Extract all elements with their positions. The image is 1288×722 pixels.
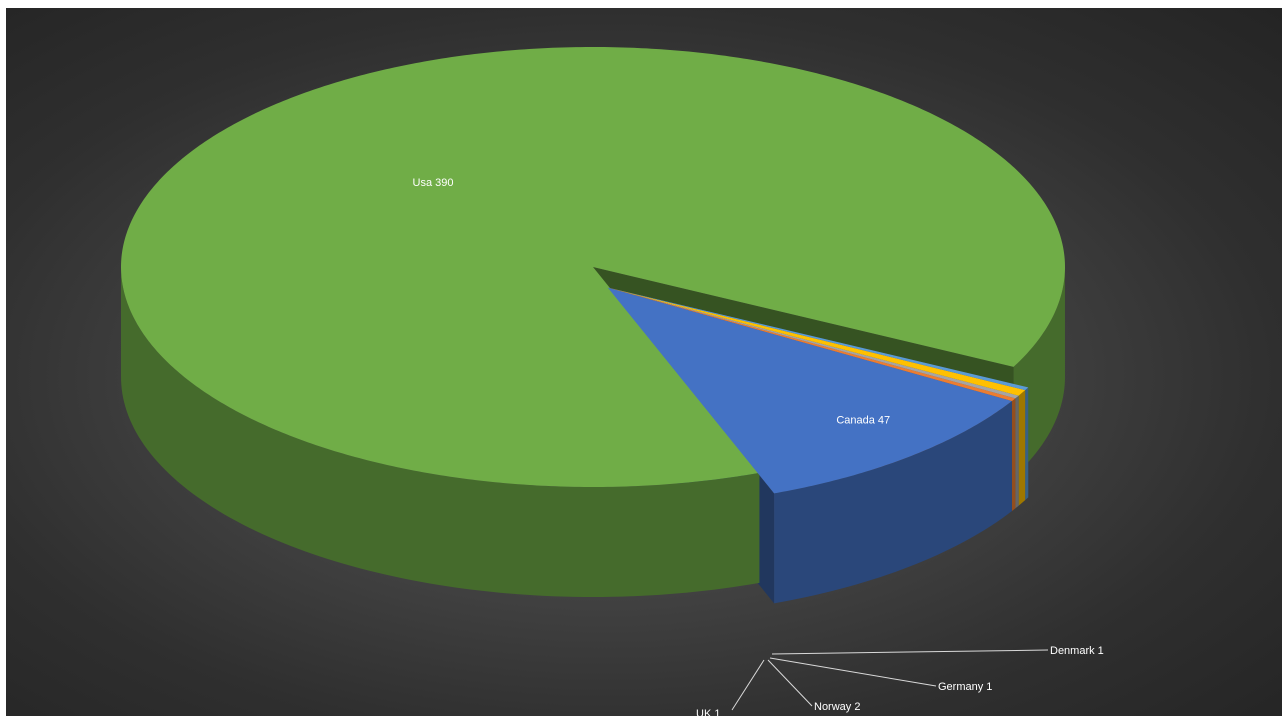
canada-slice-side — [774, 401, 1012, 604]
usa-data-label: Usa 390 — [413, 177, 454, 189]
uk-slice-side — [1025, 387, 1029, 501]
denmark-slice-side — [1011, 398, 1016, 512]
usa-slice-side — [121, 266, 760, 597]
norway-data-label: Norway 2 — [814, 701, 860, 713]
uk-leader-line — [731, 659, 765, 711]
germany-slice[interactable] — [607, 287, 1019, 399]
denmark-leader-line — [771, 649, 1049, 655]
germany-slice-side — [1015, 395, 1019, 509]
norway-slice-side — [1018, 390, 1026, 506]
canada-data-label: Canada 47 — [836, 414, 890, 426]
uk-data-label: UK 1 — [696, 708, 720, 716]
norway-slice[interactable] — [607, 287, 1026, 396]
pie-chart: Usa 390 Canada 47 Denmark 1 Germany 1 Norway… — [121, 47, 1104, 716]
usa-slice[interactable] — [121, 47, 1065, 487]
denmark-slice[interactable] — [607, 287, 1016, 402]
uk-slice[interactable] — [607, 287, 1029, 391]
denmark-data-label: Denmark 1 — [1050, 645, 1104, 657]
germany-leader-line — [769, 657, 937, 687]
norway-leader-line — [767, 659, 813, 707]
germany-data-label: Germany 1 — [938, 681, 992, 693]
canada-slice[interactable] — [607, 287, 1012, 494]
chart-area: Usa 390 Canada 47 Denmark 1 Germany 1 Norway… — [6, 8, 1282, 716]
